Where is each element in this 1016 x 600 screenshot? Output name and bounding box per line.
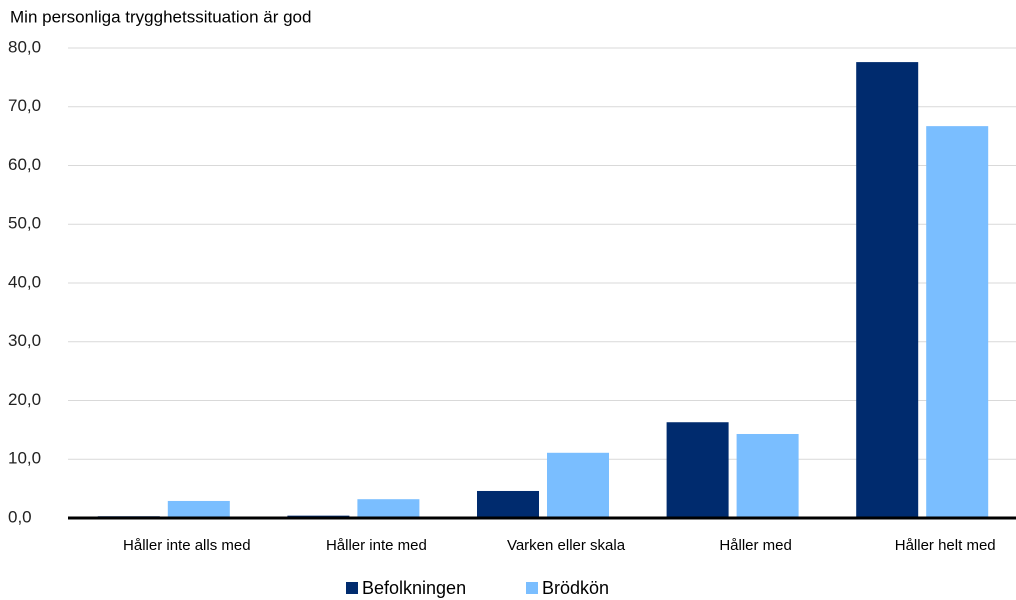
- y-tick-label: 50,0: [8, 214, 41, 233]
- y-tick-label: 20,0: [8, 390, 41, 409]
- bar: [167, 500, 230, 518]
- bar: [357, 499, 420, 518]
- x-tick-label: Håller inte med: [326, 537, 427, 554]
- legend-swatch: [526, 582, 538, 594]
- x-tick-label: Håller med: [719, 537, 792, 554]
- legend-label: Befolkningen: [362, 578, 466, 598]
- bar: [477, 490, 539, 518]
- y-tick-label: 70,0: [8, 96, 41, 115]
- bar: [547, 452, 609, 518]
- x-tick-label: Håller helt med: [895, 537, 996, 554]
- legend-swatch: [346, 582, 358, 594]
- x-tick-label: Varken eller skala: [507, 537, 626, 554]
- y-tick-label: 60,0: [8, 155, 41, 174]
- y-tick-label: 10,0: [8, 449, 41, 468]
- bar: [856, 62, 919, 518]
- y-tick-label: 0,0: [8, 507, 32, 526]
- chart-title: Min personliga trygghetssituation är god: [10, 7, 311, 26]
- bar: [926, 126, 989, 518]
- x-tick-label: Håller inte alls med: [123, 537, 251, 554]
- y-tick-label: 40,0: [8, 272, 41, 291]
- bar: [666, 422, 729, 518]
- y-tick-label: 80,0: [8, 37, 41, 56]
- legend-label: Brödkön: [542, 578, 609, 598]
- bar: [736, 433, 799, 518]
- y-tick-label: 30,0: [8, 331, 41, 350]
